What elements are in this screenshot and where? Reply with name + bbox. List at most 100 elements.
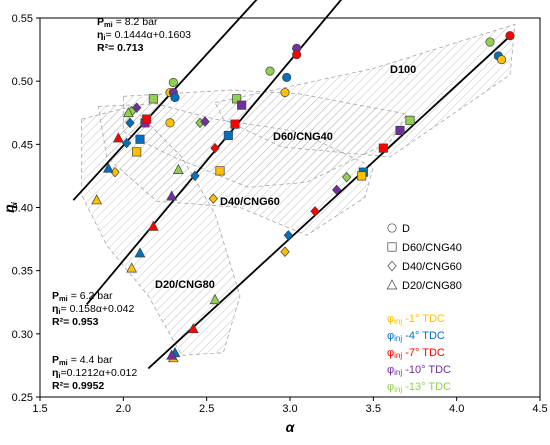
data-point	[230, 119, 240, 129]
x-tick-label: 3.0	[282, 403, 297, 415]
data-point	[132, 147, 142, 157]
equation-label: ηi=0.1212α+0.012	[52, 367, 137, 380]
data-point	[121, 137, 132, 149]
legend: D D60/CNG40 D40/CNG60 D20/CNG80 φinj -1° TDC…	[386, 223, 462, 394]
data-point	[280, 246, 290, 257]
data-point	[147, 220, 159, 231]
trendline-2	[147, 34, 513, 370]
legend-timing-label: φinj -1° TDC	[387, 313, 445, 326]
data-point	[135, 134, 145, 144]
data-point	[126, 262, 138, 273]
data-point	[232, 94, 242, 104]
legend-timing-label: φinj -13° TDC	[387, 381, 451, 394]
data-point	[378, 143, 388, 153]
x-axis-label: α	[286, 419, 296, 435]
legend-marker-square	[387, 242, 397, 252]
legend-label: D40/CNG60	[402, 261, 462, 273]
y-tick-label: 0.40	[12, 203, 33, 215]
pressure-label: Pmi = 8.2 bar	[97, 16, 158, 29]
r2-label: R²= 0.713	[97, 42, 144, 54]
data-point	[134, 247, 146, 258]
legend-timing-label: φinj -7° TDC	[387, 347, 445, 360]
y-tick-label: 0.30	[12, 329, 33, 341]
data-point	[341, 171, 352, 183]
x-tick-label: 4.5	[532, 403, 547, 415]
data-point	[357, 171, 367, 181]
data-point	[395, 125, 405, 135]
points-layer	[91, 31, 515, 363]
data-point	[208, 193, 219, 204]
data-point	[165, 118, 175, 128]
trendline-0	[72, 0, 258, 201]
legend-marker-triangle	[386, 279, 398, 290]
x-tick-label: 2.5	[199, 403, 214, 415]
y-tick-label: 0.25	[12, 392, 33, 404]
data-point	[210, 142, 220, 154]
data-point	[405, 115, 415, 125]
x-tick-label: 2.0	[116, 403, 131, 415]
legend-timing-label: φinj -10° TDC	[387, 364, 451, 377]
data-point	[331, 184, 342, 196]
legend-marker-diamond	[387, 260, 397, 272]
legend-label: D	[402, 223, 410, 235]
data-point	[190, 170, 200, 182]
data-point	[310, 206, 320, 217]
region-3	[81, 105, 241, 356]
legend-timing-label: φinj -4° TDC	[387, 330, 445, 343]
data-point	[497, 55, 507, 65]
data-point	[280, 87, 290, 98]
data-point	[125, 117, 135, 129]
data-point	[91, 194, 103, 205]
region-label: D60/CNG40	[273, 131, 333, 143]
pressure-label: Pmi = 6.2 bar	[52, 290, 113, 303]
x-tick-label: 4.0	[449, 403, 464, 415]
data-point	[282, 72, 292, 82]
x-tick-label: 3.5	[366, 403, 381, 415]
equation-label: ηi= 0.158α+0.042	[52, 303, 134, 316]
data-point	[122, 107, 134, 118]
data-point	[102, 162, 114, 173]
data-point	[166, 349, 178, 360]
data-point	[142, 114, 152, 124]
data-point	[485, 37, 495, 47]
data-point	[237, 100, 247, 110]
data-point	[292, 50, 302, 60]
data-point	[170, 93, 180, 103]
x-tick-label: 1.5	[32, 403, 47, 415]
legend-label: D20/CNG80	[402, 280, 462, 292]
y-axis-label: ηi	[1, 201, 19, 213]
data-point	[223, 130, 233, 141]
data-point	[283, 230, 294, 241]
r2-label: R²= 0.953	[52, 316, 99, 328]
data-point	[200, 116, 210, 127]
legend-label: D60/CNG40	[402, 242, 462, 254]
legend-marker-circle	[387, 223, 397, 233]
region-2	[97, 103, 374, 236]
r2-label: R²= 0.9952	[52, 380, 104, 392]
regions-layer	[81, 23, 516, 356]
equation-label: ηi= 0.1444α+0.1603	[97, 29, 191, 42]
y-tick-label: 0.50	[12, 76, 33, 88]
labels-layer: D100 D60/CNG40 D40/CNG60 D20/CNG80 Pmi = 8.2…	[52, 16, 416, 392]
data-point	[168, 77, 178, 87]
data-point	[112, 132, 124, 143]
region-label: D20/CNG80	[155, 279, 215, 291]
region-label: D40/CNG60	[220, 196, 280, 208]
data-point	[215, 166, 225, 176]
data-point	[505, 31, 515, 41]
data-point	[209, 293, 221, 305]
pressure-label: Pmi = 4.4 bar	[52, 354, 113, 367]
axes-layer: 1.5 2.0 2.5 3.0 3.5 4.0 4.5 0.25 0.30 0.35 0.40 0.4…	[1, 13, 548, 435]
data-point	[265, 66, 275, 76]
data-point	[187, 323, 199, 334]
data-point	[172, 163, 184, 174]
region-label: D100	[390, 64, 416, 76]
y-tick-label: 0.35	[12, 266, 33, 278]
y-tick-label: 0.45	[12, 139, 33, 151]
data-point	[148, 94, 158, 104]
